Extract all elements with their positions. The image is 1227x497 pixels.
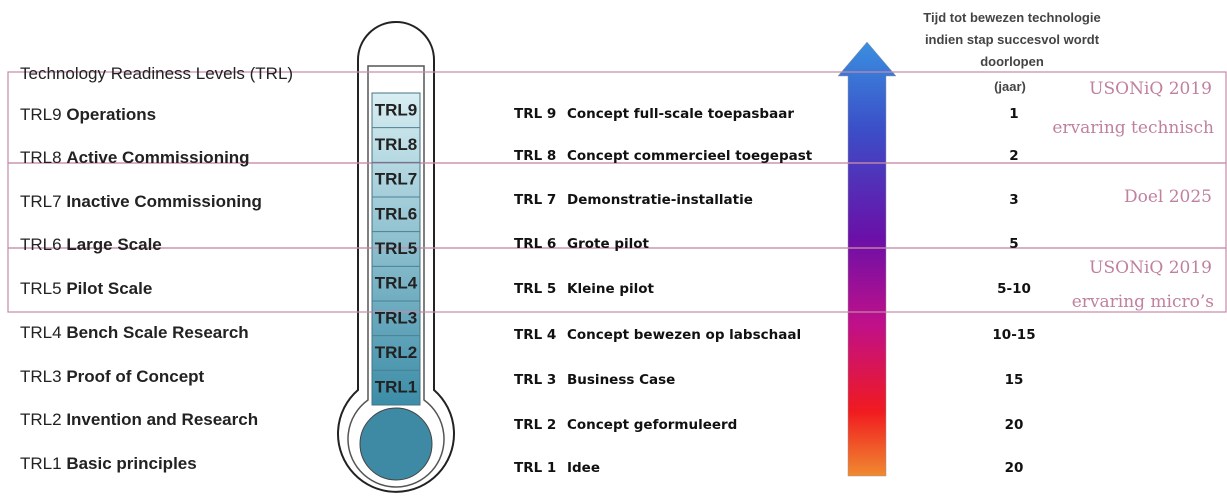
step-name: Concept geformuleerd xyxy=(567,417,737,433)
step-code: TRL 8 xyxy=(514,148,556,164)
time-arrow xyxy=(838,42,896,476)
years: 20 xyxy=(1005,460,1024,476)
annotation: ervaring micro’s xyxy=(1072,292,1214,312)
years: 10-15 xyxy=(992,327,1035,343)
level-name: Pilot Scale xyxy=(66,279,152,298)
step-code: TRL 3 xyxy=(514,372,556,388)
level-label: TRL4 Bench Scale Research xyxy=(20,323,249,342)
level-name: Basic principles xyxy=(66,454,196,473)
level-label: TRL2 Invention and Research xyxy=(20,410,258,429)
thermo-label: TRL2 xyxy=(375,343,418,362)
level-code: TRL2 xyxy=(20,410,62,429)
step-name: Business Case xyxy=(567,372,675,388)
step-name: Concept bewezen op labschaal xyxy=(567,327,801,343)
level-code: TRL9 xyxy=(20,105,62,124)
level-code: TRL3 xyxy=(20,367,62,386)
step-name: Idee xyxy=(567,460,600,476)
level-code: TRL1 xyxy=(20,454,62,473)
step-name: Concept full-scale toepasbaar xyxy=(567,106,794,122)
level-label: TRL7 Inactive Commissioning xyxy=(20,192,262,211)
step-code: TRL 1 xyxy=(514,460,556,476)
level-name: Bench Scale Research xyxy=(66,323,248,342)
step-name: Kleine pilot xyxy=(567,281,655,297)
time-header: Tijd tot bewezen technologie xyxy=(923,10,1100,25)
level-name: Active Commissioning xyxy=(66,148,249,167)
level-code: TRL5 xyxy=(20,279,62,298)
annotation: Doel 2025 xyxy=(1124,187,1212,207)
left-title: Technology Readiness Levels (TRL) xyxy=(20,64,293,83)
thermo-label: TRL8 xyxy=(375,135,418,154)
years: 1 xyxy=(1009,106,1018,122)
annotation: ervaring technisch xyxy=(1052,118,1214,138)
level-name: Large Scale xyxy=(66,235,161,254)
thermo-label: TRL3 xyxy=(375,308,418,327)
time-header: doorlopen xyxy=(980,54,1044,69)
level-label: TRL3 Proof of Concept xyxy=(20,367,205,386)
level-label: TRL9 Operations xyxy=(20,105,156,124)
level-code: TRL6 xyxy=(20,235,62,254)
years: 2 xyxy=(1009,148,1018,164)
step-name: Demonstratie-installatie xyxy=(567,192,753,208)
level-code: TRL8 xyxy=(20,148,62,167)
step-code: TRL 6 xyxy=(514,236,556,252)
level-label: TRL8 Active Commissioning xyxy=(20,148,250,167)
step-code: TRL 2 xyxy=(514,417,556,433)
level-label: TRL6 Large Scale xyxy=(20,235,162,254)
years: 5 xyxy=(1009,236,1018,252)
level-code: TRL4 xyxy=(20,323,62,342)
level-code: TRL7 xyxy=(20,192,62,211)
step-name: Grote pilot xyxy=(567,236,650,252)
level-name: Invention and Research xyxy=(66,410,258,429)
time-header: indien stap succesvol wordt xyxy=(925,32,1100,47)
annotation: USONiQ 2019 xyxy=(1089,258,1212,278)
level-label: TRL1 Basic principles xyxy=(20,454,197,473)
years: 5-10 xyxy=(997,281,1031,297)
thermo-label: TRL9 xyxy=(375,100,418,119)
step-code: TRL 4 xyxy=(514,327,556,343)
level-name: Operations xyxy=(66,105,156,124)
trl-diagram: Technology Readiness Levels (TRL) Tijd t… xyxy=(0,0,1227,497)
thermo-label: TRL5 xyxy=(375,239,418,258)
years: 20 xyxy=(1005,417,1024,433)
thermo-label: TRL4 xyxy=(375,274,418,293)
level-label: TRL5 Pilot Scale xyxy=(20,279,152,298)
level-name: Proof of Concept xyxy=(66,367,204,386)
annotation: USONiQ 2019 xyxy=(1089,79,1212,99)
time-unit: (jaar) xyxy=(994,79,1026,94)
years: 3 xyxy=(1009,192,1018,208)
step-code: TRL 5 xyxy=(514,281,556,297)
level-name: Inactive Commissioning xyxy=(66,192,262,211)
thermo-label: TRL6 xyxy=(375,204,418,223)
step-name: Concept commercieel toegepast xyxy=(567,148,813,164)
step-code: TRL 9 xyxy=(514,106,556,122)
thermo-label: TRL1 xyxy=(375,378,418,397)
step-code: TRL 7 xyxy=(514,192,556,208)
thermo-label: TRL7 xyxy=(375,170,418,189)
years: 15 xyxy=(1005,372,1024,388)
